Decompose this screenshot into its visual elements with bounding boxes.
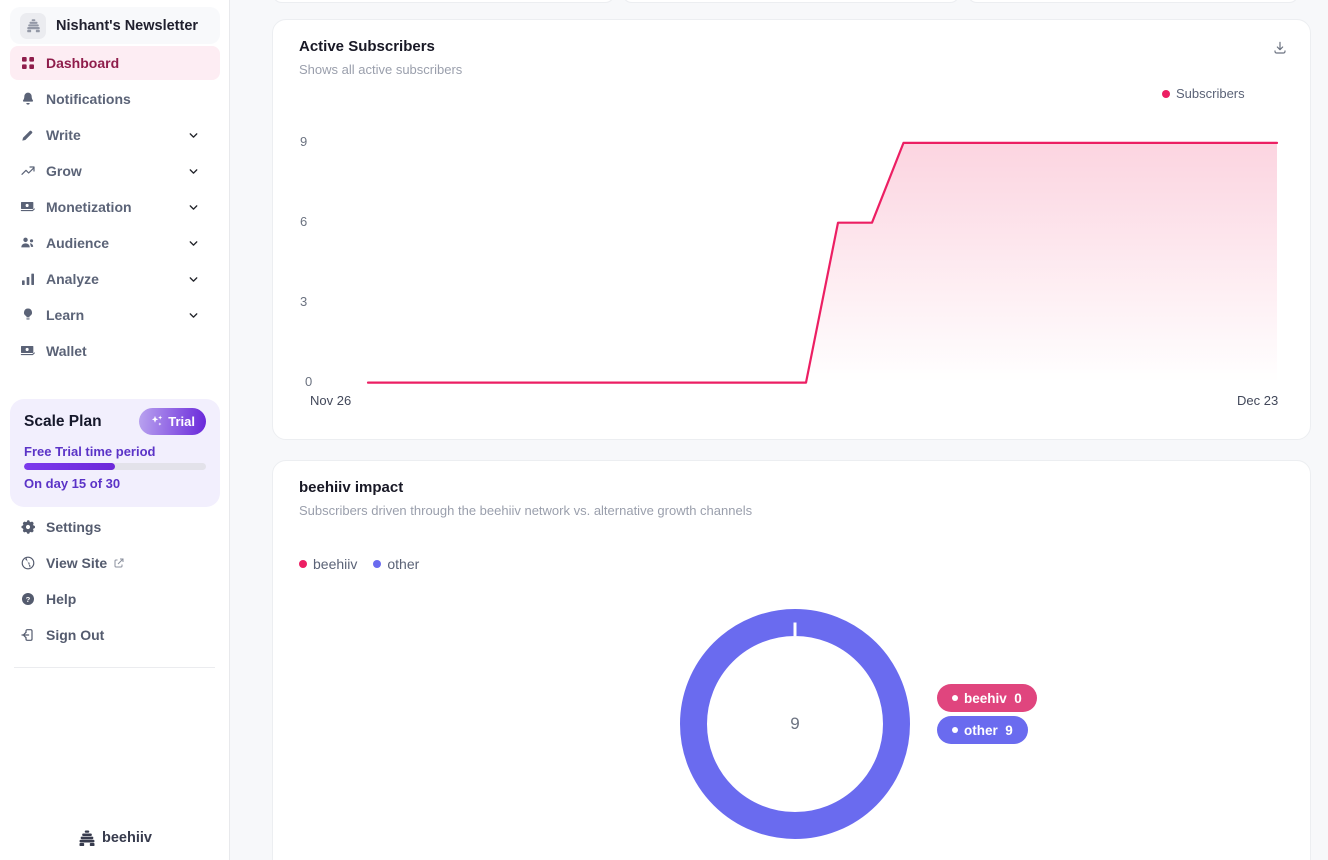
svg-text:?: ? — [26, 595, 31, 604]
